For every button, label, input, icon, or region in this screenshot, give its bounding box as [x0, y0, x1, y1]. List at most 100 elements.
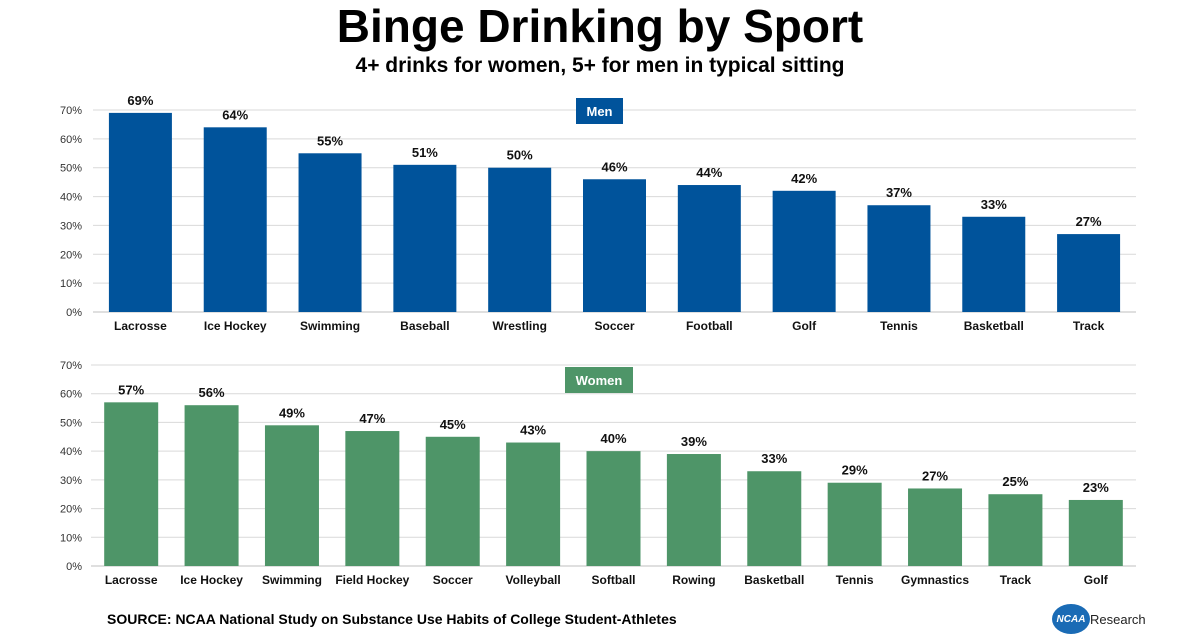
women-y-tick-label: 60% [60, 389, 82, 401]
women-data-label: 23% [1083, 480, 1109, 495]
men-data-label: 51% [412, 145, 438, 160]
men-y-tick-label: 10% [60, 278, 82, 290]
men-category-label: Wrestling [492, 319, 546, 333]
women-panel-label-box [565, 367, 633, 393]
men-category-label: Ice Hockey [204, 319, 267, 333]
women-bar-tennis [827, 482, 882, 566]
men-category-label: Football [686, 319, 733, 333]
women-category-label: Golf [1084, 573, 1109, 587]
women-category-label: Swimming [262, 573, 322, 587]
men-y-tick-label: 70% [60, 105, 82, 117]
men-category-label: Soccer [594, 319, 634, 333]
men-bar-wrestling [488, 167, 552, 312]
men-bar-lacrosse [108, 112, 172, 312]
men-category-label: Golf [792, 319, 817, 333]
men-y-tick-label: 0% [66, 307, 82, 319]
women-data-label: 33% [761, 451, 787, 466]
women-data-label: 29% [842, 463, 868, 478]
source-note: SOURCE: NCAA National Study on Substance… [107, 611, 677, 627]
women-data-label: 49% [279, 405, 305, 420]
women-data-label: 40% [600, 431, 626, 446]
women-bar-golf [1068, 499, 1123, 566]
women-y-tick-label: 70% [60, 360, 82, 372]
chart-title: Binge Drinking by Sport [336, 0, 864, 52]
men-data-label: 64% [222, 107, 248, 122]
women-data-label: 57% [118, 382, 144, 397]
women-data-label: 47% [359, 411, 385, 426]
women-y-tick-label: 30% [60, 475, 82, 487]
ncaa-research-logo: NCAA Research [1052, 604, 1152, 634]
men-data-label: 55% [317, 133, 343, 148]
men-category-label: Track [1073, 319, 1105, 333]
men-category-label: Swimming [300, 319, 360, 333]
men-category-label: Lacrosse [114, 319, 167, 333]
women-category-label: Basketball [744, 573, 804, 587]
women-data-label: 39% [681, 434, 707, 449]
women-category-label: Soccer [433, 573, 473, 587]
men-bar-basketball [962, 216, 1026, 312]
women-bar-softball [586, 451, 641, 566]
women-y-tick-label: 50% [60, 417, 82, 429]
men-data-label: 27% [1076, 214, 1102, 229]
men-data-label: 44% [696, 165, 722, 180]
women-data-label: 43% [520, 423, 546, 438]
men-bar-chart: 0% 10% 20% 30% 40% 50% 60% 70% 69% Lacrosse 64% Ice… [60, 93, 1136, 333]
women-bar-basketball [747, 471, 802, 566]
women-bar-rowing [666, 454, 721, 566]
women-bar-gymnastics [908, 488, 963, 566]
men-category-label: Basketball [964, 319, 1024, 333]
women-category-label: Softball [592, 573, 636, 587]
women-panel-label: Women [576, 373, 623, 388]
women-bar-lacrosse [104, 402, 159, 566]
men-bar-tennis [867, 205, 931, 312]
men-data-label: 50% [507, 148, 533, 163]
men-category-label: Baseball [400, 319, 449, 333]
men-data-label: 46% [601, 159, 627, 174]
men-bar-swimming [298, 153, 362, 312]
women-category-label: Track [1000, 573, 1032, 587]
men-bar-football [677, 185, 741, 312]
men-data-label: 33% [981, 197, 1007, 212]
women-y-tick-label: 20% [60, 504, 82, 516]
men-bar-track [1057, 234, 1121, 312]
men-data-label: 69% [127, 93, 153, 108]
women-category-label: Field Hockey [335, 573, 409, 587]
women-category-label: Ice Hockey [180, 573, 243, 587]
women-data-label: 45% [440, 417, 466, 432]
women-category-label: Tennis [836, 573, 874, 587]
women-category-label: Gymnastics [901, 573, 969, 587]
men-data-label: 37% [886, 185, 912, 200]
women-y-tick-label: 0% [66, 561, 82, 573]
men-bar-soccer [583, 179, 646, 312]
women-bar-track [988, 494, 1043, 566]
men-bar-golf [772, 190, 836, 312]
women-bar-soccer [425, 436, 480, 566]
women-y-tick-label: 40% [60, 446, 82, 458]
women-category-label: Volleyball [506, 573, 561, 587]
men-y-tick-label: 50% [60, 163, 82, 175]
men-data-label: 42% [791, 171, 817, 186]
women-bar-ice-hockey [184, 405, 239, 566]
women-data-label: 27% [922, 468, 948, 483]
women-bar-volleyball [506, 442, 561, 566]
men-y-tick-label: 60% [60, 134, 82, 146]
ncaa-logo-icon: NCAA [1052, 604, 1090, 634]
women-category-label: Lacrosse [105, 573, 158, 587]
women-bar-swimming [264, 425, 319, 566]
men-bar-baseball [393, 164, 457, 312]
men-y-tick-label: 30% [60, 220, 82, 232]
chart-subtitle: 4+ drinks for women, 5+ for men in typic… [355, 54, 845, 77]
women-y-tick-label: 10% [60, 532, 82, 544]
women-category-label: Rowing [672, 573, 715, 587]
logo-text: Research [1090, 612, 1146, 627]
men-y-tick-label: 20% [60, 249, 82, 261]
women-data-label: 56% [199, 385, 225, 400]
men-panel-label-box [576, 98, 623, 124]
men-y-tick-label: 40% [60, 192, 82, 204]
women-bar-field-hockey [345, 431, 400, 566]
men-panel-label: Men [587, 104, 613, 119]
women-bar-chart: 0% 10% 20% 30% 40% 50% 60% 70% 57% Lacrosse 56% Ice… [60, 360, 1136, 587]
men-bar-ice-hockey [203, 127, 267, 312]
women-data-label: 25% [1002, 474, 1028, 489]
men-category-label: Tennis [880, 319, 918, 333]
